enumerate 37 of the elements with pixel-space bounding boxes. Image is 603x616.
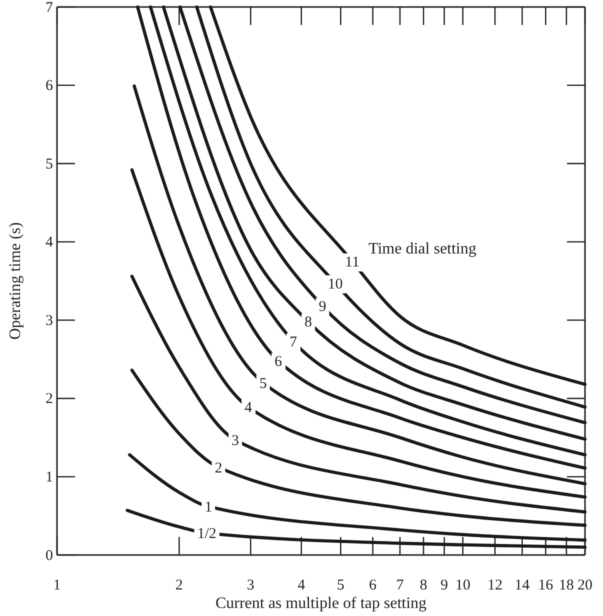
x-tick-label: 6 [369,578,378,594]
x-tick-label: 18 [558,578,574,594]
series-label: 3 [232,432,240,449]
y-axis-title: Operating time (s) [7,222,24,340]
y-tick-label: 0 [46,548,53,564]
y-tick-label: 6 [46,78,54,94]
x-tick-label: 2 [175,578,183,594]
series-label: 10 [328,276,343,292]
series-label: 1 [204,499,212,516]
x-tick-label: 20 [578,578,592,594]
series-label: 2 [214,460,222,476]
series-label: 4 [244,400,253,416]
y-tick-label: 2 [46,391,53,408]
x-axis-title: Current as multiple of tap setting [215,595,427,612]
x-tick-label: 3 [246,578,254,594]
series-label: 9 [318,299,326,316]
x-tick-label: 5 [336,578,344,594]
x-tick-label: 8 [420,578,428,594]
x-tick-label: 7 [396,578,404,594]
series-label: 7 [289,334,298,350]
x-tick-label: 14 [514,578,530,594]
series-label: 11 [345,254,360,270]
x-tick-label: 9 [440,578,448,594]
series-label: 8 [304,314,312,331]
y-tick-label: 4 [46,234,54,251]
y-tick-label: 7 [46,0,54,16]
y-tick-label: 3 [46,312,53,329]
series-label: 1/2 [197,526,216,542]
series-label: 6 [274,354,283,370]
x-tick-label: 12 [487,578,502,594]
annotation: Time dial setting [368,240,476,258]
y-tick-label: 1 [46,470,53,486]
series-label: 5 [259,376,267,392]
x-tick-label: 16 [538,578,554,594]
x-tick-label: 10 [455,578,470,594]
y-tick-label: 5 [46,156,53,172]
x-tick-label: 4 [298,578,306,594]
